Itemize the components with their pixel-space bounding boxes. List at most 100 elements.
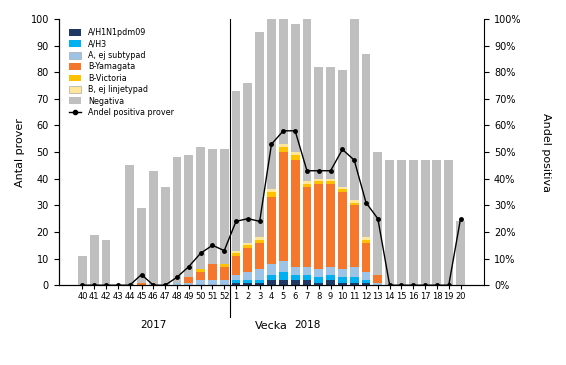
Bar	[255, 269, 264, 280]
X-axis label: Vecka: Vecka	[255, 320, 288, 331]
Bar	[255, 237, 264, 240]
Bar	[302, 187, 311, 266]
Bar	[456, 221, 465, 285]
Bar	[374, 283, 382, 285]
Bar	[231, 274, 241, 280]
Bar	[362, 283, 371, 285]
Bar	[350, 266, 359, 277]
Bar	[350, 0, 359, 200]
Bar	[326, 274, 335, 280]
Bar	[362, 280, 371, 283]
Bar	[314, 277, 323, 283]
Bar	[374, 152, 382, 274]
Bar	[220, 266, 229, 280]
Bar	[267, 189, 276, 192]
Bar	[314, 269, 323, 277]
Bar	[196, 272, 205, 280]
Bar	[267, 0, 276, 189]
Bar	[279, 144, 288, 147]
Bar	[302, 181, 311, 184]
Bar	[255, 283, 264, 285]
Bar	[208, 280, 217, 285]
Bar	[255, 240, 264, 243]
Bar	[338, 189, 347, 192]
Bar	[314, 181, 323, 184]
Bar	[231, 283, 241, 285]
Bar	[196, 269, 205, 272]
Bar	[338, 192, 347, 269]
Bar	[208, 149, 217, 264]
Bar	[267, 197, 276, 264]
Bar	[267, 274, 276, 280]
Bar	[326, 266, 335, 274]
Bar	[185, 277, 193, 283]
Bar	[231, 280, 241, 283]
Bar	[255, 32, 264, 237]
Bar	[185, 283, 193, 285]
Bar	[173, 157, 181, 283]
Bar	[444, 160, 453, 285]
Bar	[279, 147, 288, 152]
Bar	[125, 165, 134, 285]
Bar	[267, 192, 276, 197]
Bar	[326, 181, 335, 184]
Bar	[231, 253, 241, 256]
Bar	[279, 261, 288, 272]
Bar	[279, 280, 288, 285]
Bar	[291, 24, 299, 152]
Bar	[314, 283, 323, 285]
Bar	[220, 264, 229, 266]
Bar	[231, 256, 241, 274]
Bar	[326, 179, 335, 181]
Bar	[314, 67, 323, 179]
Bar	[255, 243, 264, 269]
Bar	[409, 160, 418, 285]
Y-axis label: Andel positiva: Andel positiva	[541, 113, 551, 192]
Bar	[102, 240, 110, 285]
Bar	[196, 147, 205, 269]
Bar	[314, 184, 323, 269]
Bar	[220, 149, 229, 264]
Bar	[231, 91, 241, 251]
Bar	[338, 277, 347, 283]
Bar	[185, 155, 193, 277]
Bar	[362, 240, 371, 243]
Bar	[291, 160, 299, 266]
Bar	[397, 160, 406, 285]
Bar	[350, 203, 359, 205]
Bar	[90, 235, 98, 285]
Bar	[279, 152, 288, 261]
Bar	[362, 237, 371, 240]
Bar	[350, 283, 359, 285]
Bar	[196, 280, 205, 285]
Bar	[338, 283, 347, 285]
Bar	[291, 274, 299, 280]
Y-axis label: Antal prover: Antal prover	[15, 118, 25, 187]
Bar	[220, 280, 229, 285]
Bar	[291, 155, 299, 160]
Bar	[279, 272, 288, 280]
Bar	[78, 256, 87, 285]
Bar	[314, 179, 323, 181]
Bar	[374, 274, 382, 283]
Bar	[208, 264, 217, 280]
Bar	[267, 264, 276, 274]
Bar	[291, 266, 299, 274]
Bar	[243, 83, 252, 243]
Bar	[291, 280, 299, 285]
Bar	[362, 243, 371, 272]
Bar	[326, 280, 335, 285]
Bar	[350, 277, 359, 283]
Bar	[302, 280, 311, 285]
Bar	[279, 16, 288, 144]
Bar	[326, 184, 335, 266]
Bar	[421, 160, 430, 285]
Bar	[432, 160, 441, 285]
Bar	[326, 67, 335, 179]
Bar	[243, 248, 252, 272]
Legend: A/H1N1pdm09, A/H3, A, ej subtypad, B-Yamagata, B-Victoria, B, ej linjetypad, Neg: A/H1N1pdm09, A/H3, A, ej subtypad, B-Yam…	[67, 26, 176, 119]
Bar	[362, 54, 371, 237]
Bar	[173, 283, 181, 285]
Bar	[231, 251, 241, 253]
Bar	[161, 187, 170, 285]
